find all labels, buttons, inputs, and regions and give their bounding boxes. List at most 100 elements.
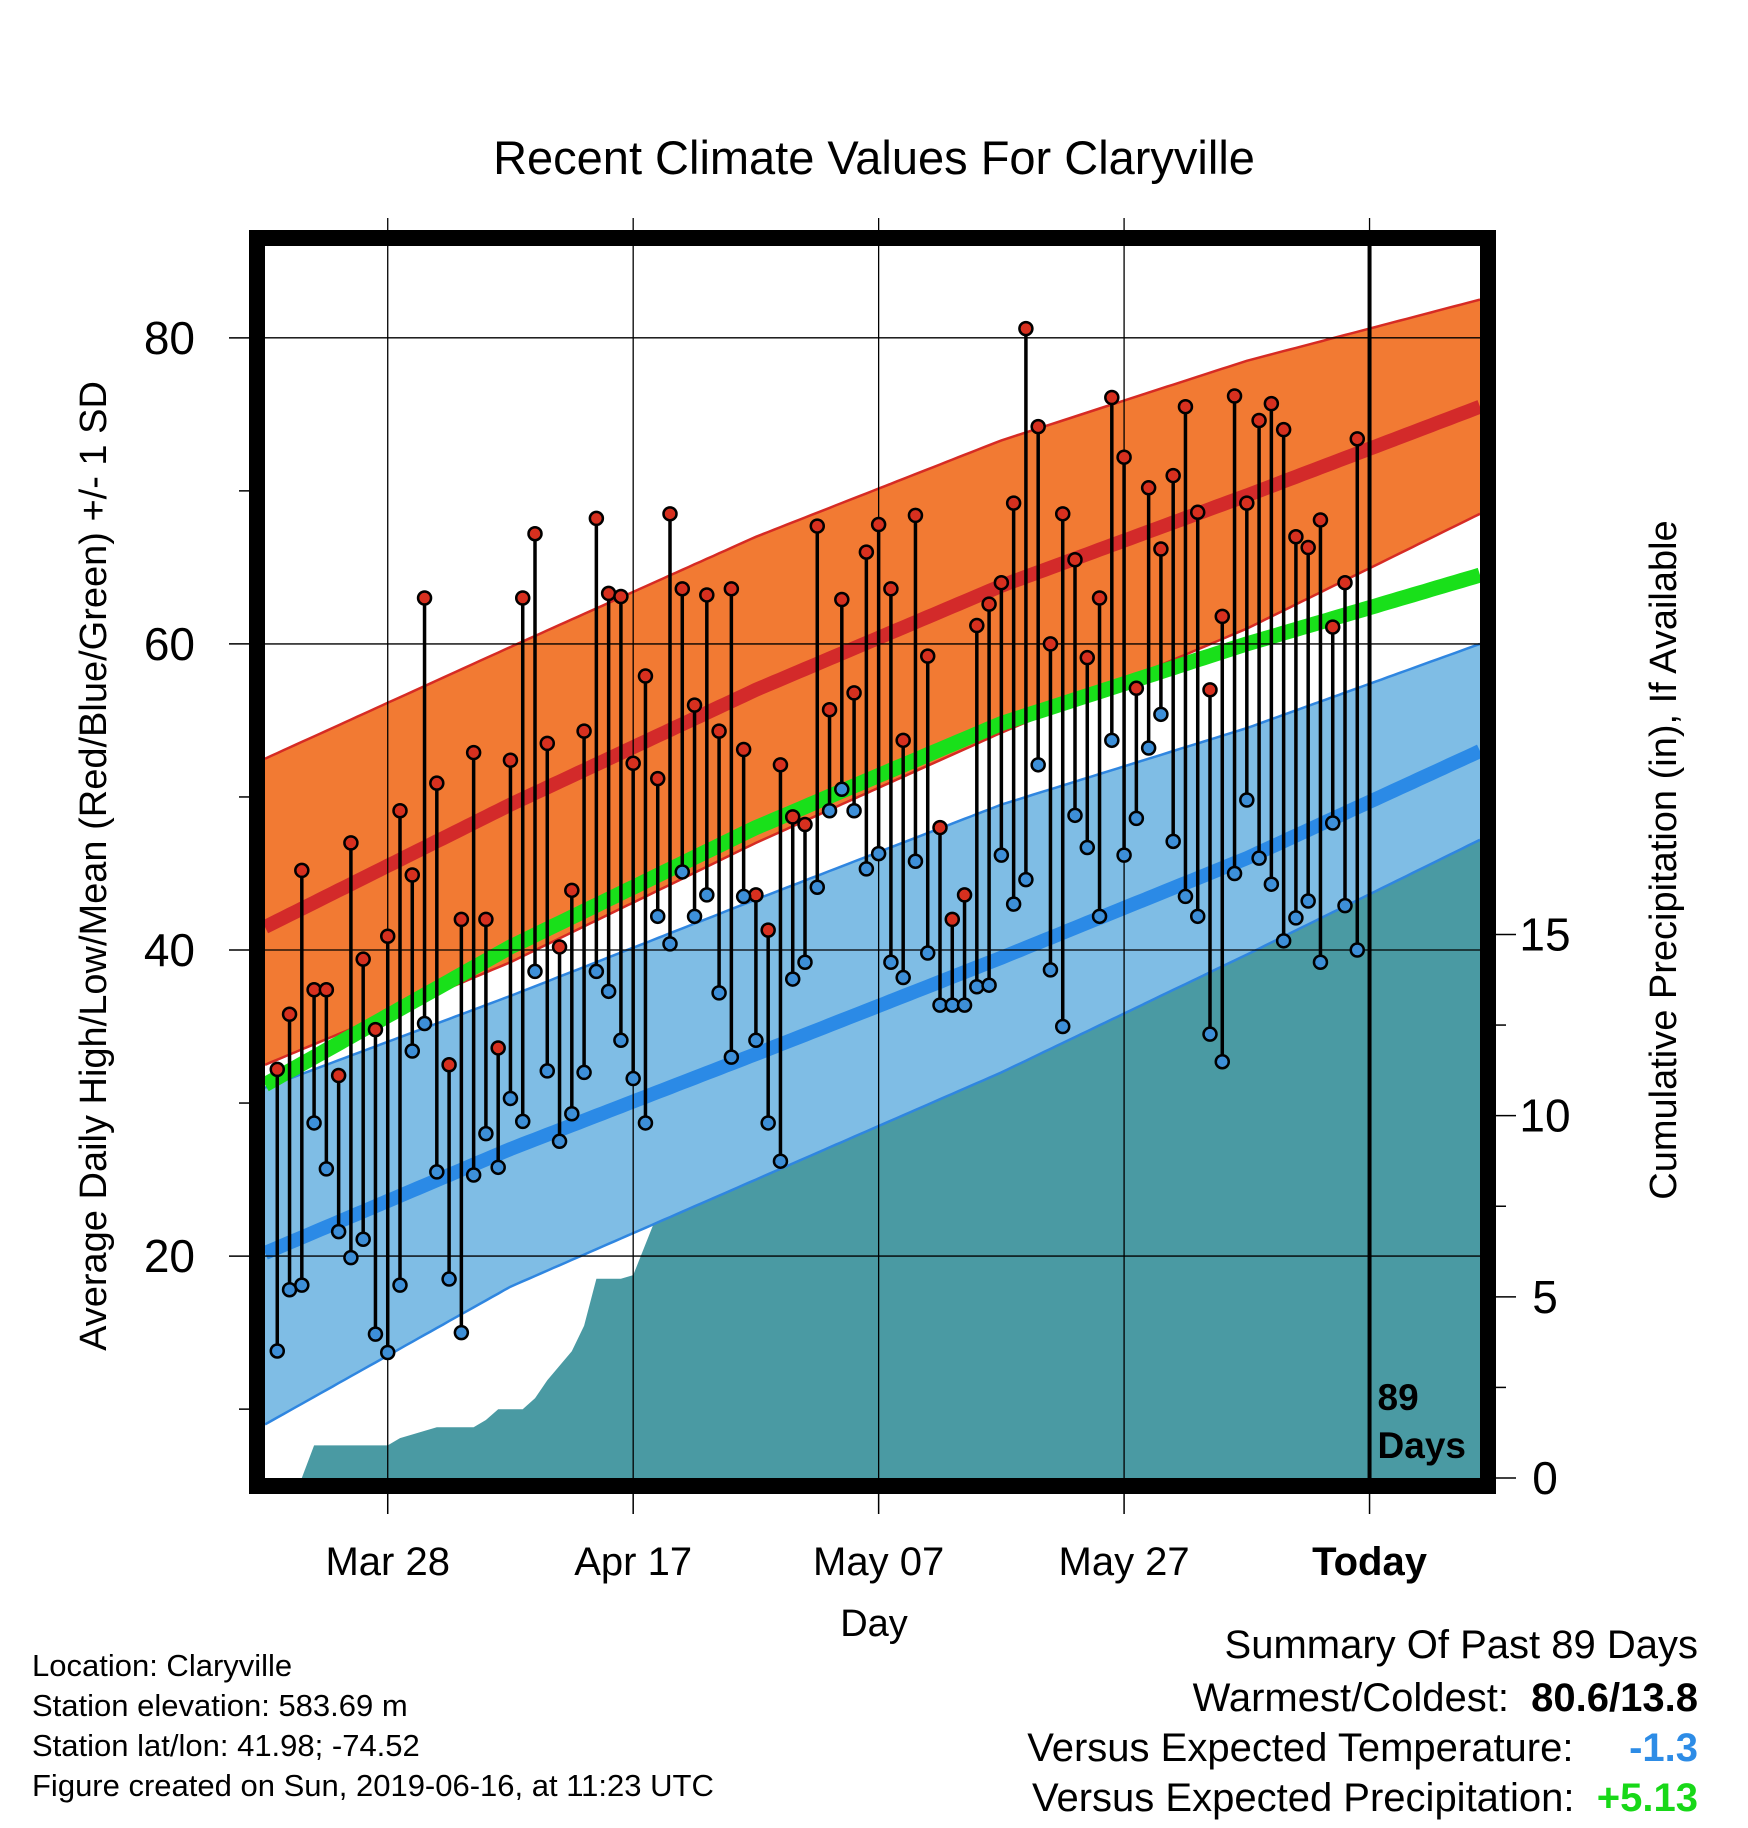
daily-low-point [1067,807,1083,824]
daily-high-point [1239,495,1255,511]
daily-high-point [1263,395,1280,412]
precip-area [265,833,1480,1478]
daily-low-point [1005,896,1022,912]
daily-high-point [564,882,580,899]
daily-high-point [1226,388,1243,404]
y2-tick-label: 0 [1532,1452,1558,1504]
y2-axis-label: Cumulative Precipitation (in), If Availa… [1643,520,1685,1199]
daily-low-point [1288,910,1304,926]
daily-high-point [1202,682,1218,698]
y-tick-label: 40 [144,924,195,976]
daily-low-point [588,963,605,980]
daily-low-point [956,997,973,1013]
daily-high-point [1067,551,1083,568]
y-tick-label: 20 [144,1230,195,1282]
warmest-coldest-value: 80.6/13.8 [1531,1676,1698,1720]
daily-low-point [392,1277,408,1293]
daily-high-point [858,544,875,560]
daily-low-point [613,1032,629,1049]
daily-low-point [981,977,997,993]
daily-high-point [1177,398,1194,415]
daily-low-point [269,1343,286,1359]
created-text: Figure created on Sun, 2019-06-16, at 11… [32,1768,714,1803]
temp-vs-expected-label: Versus Expected Temperature: [1027,1726,1574,1770]
y-tick-label: 80 [144,312,195,364]
summary-heading: Summary Of Past 89 Days [1224,1623,1698,1667]
daily-low-point [993,847,1010,863]
days-label: 89 [1378,1377,1419,1418]
daily-low-point [1054,1018,1071,1035]
daily-low-point [735,888,752,905]
summary-temperature: Versus Expected Temperature: -1.3 [1027,1728,1698,1768]
daily-high-point [1042,636,1059,652]
daily-low-point [404,1043,421,1059]
daily-low-point [1263,876,1280,892]
daily-high-point [993,574,1010,591]
normal-high-lower-edge [265,512,1480,1066]
daily-high-point [465,744,482,761]
daily-low-point [907,853,924,869]
daily-low-point [600,983,617,1000]
daily-high-point [1140,480,1157,496]
daily-high-point [699,587,715,603]
daily-high-point [686,697,703,713]
daily-low-point [1104,732,1120,749]
daily-low-point [502,1090,519,1107]
daily-low-point [539,1063,556,1079]
daily-low-point [1275,933,1292,949]
daily-low-point [367,1326,384,1342]
daily-low-point [969,978,985,995]
summary-warmest-coldest: Warmest/Coldest: 80.6/13.8 [1193,1678,1698,1718]
normal-low-mean-line [265,744,1480,1260]
daily-low-point [1349,942,1366,958]
daily-high-point [1091,590,1108,606]
daily-high-point [723,581,740,597]
daily-low-point [1030,757,1046,773]
daily-low-point [1165,833,1181,850]
daily-low-point [416,1015,433,1032]
precip-vs-expected-value: +5.13 [1596,1776,1698,1820]
daily-high-point [637,668,654,684]
daily-low-point [662,936,678,952]
daily-low-point [1337,897,1353,914]
daily-high-point [1054,506,1071,522]
daily-low-point [686,908,703,925]
normal-mean-line [265,567,1480,1092]
daily-low-point [797,954,813,970]
daily-low-point [1079,839,1096,856]
daily-high-point [539,735,556,752]
daily-low-point [846,802,862,819]
daily-high-point [1251,412,1267,429]
daily-high-point [883,581,899,597]
daily-high-point [748,887,764,903]
daily-low-point [1300,893,1316,909]
daily-low-point [1116,847,1132,863]
daily-low-point [1251,850,1267,866]
daily-high-point [281,1006,298,1023]
daily-high-point [330,1067,347,1084]
daily-high-point [1153,541,1169,557]
daily-low-point [355,1231,371,1248]
daily-low-point [490,1159,506,1176]
daily-high-point [514,590,531,606]
daily-high-point [919,648,936,664]
daily-low-point [674,864,691,880]
daily-high-point [1030,418,1046,435]
plot-area: 89 Days 20 40 60 80 0 5 10 15 Mar 28 Apr 17 May 07 Ma… [144,218,1571,1584]
daily-high-point [453,911,470,928]
daily-high-point [895,732,911,749]
daily-high-point [981,596,997,612]
daily-low-point [760,1115,776,1131]
daily-high-point [1300,539,1316,556]
daily-high-point [527,525,543,542]
daily-high-point [834,591,850,608]
daily-high-point [674,581,691,597]
daily-high-point [649,770,666,787]
daily-low-point [711,985,727,1001]
daily-high-point [1116,449,1132,465]
daily-low-point [1153,706,1169,723]
daily-high-point [1288,529,1304,545]
daily-high-point [821,701,838,718]
x-tick-label: May 27 [1059,1540,1190,1584]
daily-high-point [969,617,985,634]
